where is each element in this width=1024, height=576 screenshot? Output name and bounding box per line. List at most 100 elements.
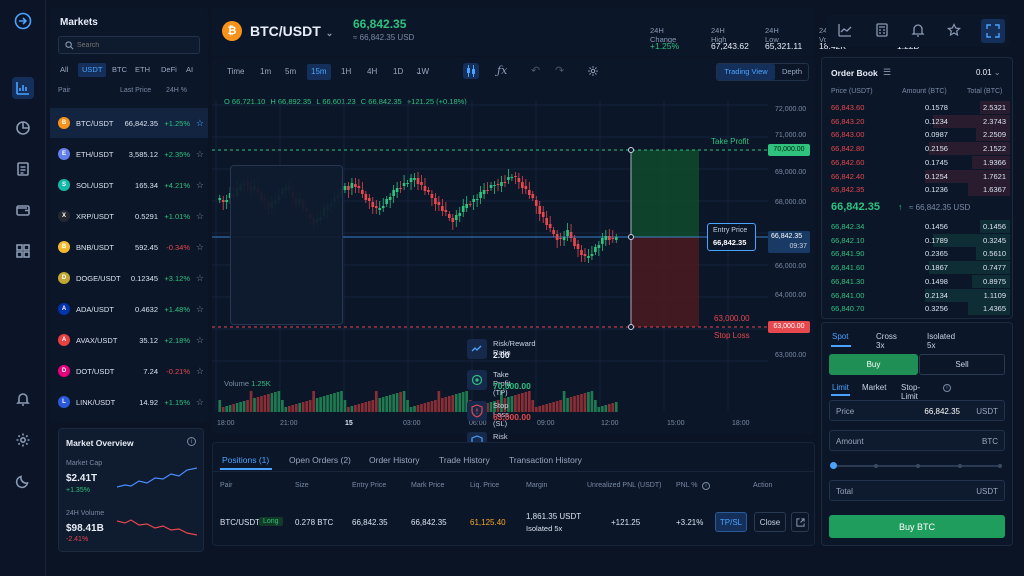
order-type-market[interactable]: Market <box>862 383 887 392</box>
star-icon[interactable]: ☆ <box>195 365 204 376</box>
bell-icon[interactable] <box>12 388 34 410</box>
calculator-icon[interactable] <box>875 23 889 37</box>
fullscreen-icon[interactable] <box>981 19 1005 43</box>
search-input[interactable] <box>77 39 195 51</box>
slider-handle[interactable] <box>830 462 837 469</box>
position-tool-handle[interactable] <box>628 324 634 330</box>
tab-depth[interactable]: Depth <box>781 67 802 76</box>
undo-icon[interactable]: ↶ <box>531 65 541 77</box>
close-position-button[interactable]: Close <box>754 512 786 532</box>
gear-icon[interactable] <box>12 429 34 451</box>
filter-usdt[interactable]: USDT <box>78 63 107 77</box>
amount-input[interactable]: Amount BTC <box>829 430 1005 451</box>
moon-icon[interactable] <box>12 470 34 492</box>
timeframe-1h[interactable]: 1H <box>341 67 352 76</box>
ask-row[interactable]: 66,843.00 0.0987 2.2509 <box>826 128 1010 142</box>
market-row[interactable]: D DOGE/USDT 0.12345 +3.12% ☆ <box>50 263 208 293</box>
star-icon[interactable]: ☆ <box>195 179 204 190</box>
wallet-icon[interactable] <box>12 199 34 221</box>
market-row[interactable]: A ADA/USDT 0.4632 +1.48% ☆ <box>50 294 208 324</box>
redo-icon[interactable]: ↷ <box>555 65 565 77</box>
search-box[interactable] <box>58 36 200 54</box>
star-icon[interactable]: ☆ <box>195 303 204 314</box>
market-row[interactable]: L LINK/USDT 14.92 +1.15% ☆ <box>50 387 208 417</box>
buy-btc-button[interactable]: Buy BTC <box>829 515 1005 538</box>
order-type-stop-limit[interactable]: Stop-Limit <box>901 383 921 401</box>
tab-open-orders[interactable]: Open Orders (2) <box>289 455 351 465</box>
bid-row[interactable]: 66,840.70 0.3256 1.4365 <box>826 302 1010 316</box>
market-row[interactable]: E ETH/USDT 3,585.12 +2.35% ☆ <box>50 139 208 169</box>
tab-trading-view[interactable]: Trading View <box>717 64 775 80</box>
amount-slider[interactable] <box>830 462 1002 469</box>
pnl-info-icon[interactable]: i <box>702 482 710 490</box>
tab-positions[interactable]: Positions (1) <box>222 455 270 465</box>
ask-row[interactable]: 66,843.60 0.1578 2.5321 <box>826 101 1010 115</box>
indicators-icon[interactable]: ƒx <box>497 64 508 77</box>
sell-tab[interactable]: Sell <box>919 354 1005 375</box>
settings-icon[interactable] <box>587 65 599 77</box>
pair-selector[interactable]: BTC/USDT ⌄ <box>250 23 333 39</box>
total-input[interactable]: Total USDT <box>829 480 1005 501</box>
chart-line-icon[interactable] <box>838 23 852 37</box>
ask-row[interactable]: 66,842.35 0.1236 1.6367 <box>826 183 1010 197</box>
bid-row[interactable]: 66,841.90 0.2365 0.5610 <box>826 247 1010 261</box>
ask-row[interactable]: 66,842.60 0.1745 1.9366 <box>826 155 1010 170</box>
filter-ai[interactable]: AI <box>186 65 194 74</box>
timeframe-time[interactable]: Time <box>227 67 245 76</box>
filter-btc[interactable]: BTC <box>112 65 127 74</box>
star-icon[interactable]: ☆ <box>195 117 204 128</box>
buy-tab[interactable]: Buy <box>829 354 918 375</box>
timeframe-1m[interactable]: 1m <box>260 67 272 76</box>
tab-order-history[interactable]: Order History <box>369 455 420 465</box>
timeframe-5m[interactable]: 5m <box>285 67 297 76</box>
mode-spot[interactable]: Spot <box>832 332 849 341</box>
list-view-icon[interactable]: ☰ <box>883 67 892 77</box>
timeframe-dropdown-icon[interactable]: ⌄ <box>415 66 422 76</box>
bid-row[interactable]: 66,842.34 0.1456 0.1456 <box>826 220 1010 234</box>
position-tool-handle[interactable] <box>628 147 634 153</box>
tab-transaction-history[interactable]: Transaction History <box>509 455 582 465</box>
bid-row[interactable]: 66,841.60 0.1867 0.7477 <box>826 261 1010 275</box>
market-row[interactable]: S SOL/USDT 165.34 +4.21% ☆ <box>50 170 208 200</box>
document-icon[interactable] <box>12 158 34 180</box>
star-icon[interactable]: ☆ <box>195 272 204 283</box>
entry-price-box[interactable]: Entry Price 66,842.35 <box>707 223 756 251</box>
ask-row[interactable]: 66,842.80 0.2156 2.1522 <box>826 142 1010 156</box>
position-tool-handle[interactable] <box>628 234 634 240</box>
timeframe-1d[interactable]: 1D <box>393 67 404 76</box>
filter-eth[interactable]: ETH <box>135 65 150 74</box>
mode-cross-3x[interactable]: Cross 3x <box>876 332 897 350</box>
market-row[interactable]: A AVAX/USDT 35.12 +2.18% ☆ <box>50 325 208 355</box>
precision-select[interactable]: 0.01 ⌄ <box>976 68 1001 77</box>
share-icon[interactable] <box>791 512 809 532</box>
star-icon[interactable]: ☆ <box>195 241 204 252</box>
timeframe-1w[interactable]: 1W <box>417 67 429 76</box>
alert-bell-icon[interactable] <box>911 23 925 37</box>
bid-row[interactable]: 66,842.10 0.1789 0.3245 <box>826 233 1010 248</box>
timeframe-4h[interactable]: 4H <box>367 67 378 76</box>
price-input[interactable]: Price 66,842.35 USDT <box>829 400 1005 421</box>
info-icon[interactable]: i <box>187 437 196 446</box>
market-row[interactable]: X XRP/USDT 0.5291 +1.01% ☆ <box>50 201 208 231</box>
tp-sl-button[interactable]: TP/SL <box>715 512 747 532</box>
order-type-limit[interactable]: Limit <box>832 383 849 392</box>
ask-row[interactable]: 66,843.20 0.1234 2.3743 <box>826 114 1010 129</box>
grid-icon[interactable] <box>12 240 34 262</box>
star-icon[interactable]: ☆ <box>195 334 204 345</box>
market-row[interactable]: B BTC/USDT 66,842.35 +1.25% ☆ <box>50 108 208 138</box>
bid-row[interactable]: 66,841.00 0.2134 1.1109 <box>826 288 1010 303</box>
pie-icon[interactable] <box>12 117 34 139</box>
logo-icon[interactable] <box>12 10 34 32</box>
market-row[interactable]: B BNB/USDT 592.45 -0.34% ☆ <box>50 232 208 262</box>
bid-row[interactable]: 66,841.30 0.1498 0.8975 <box>826 274 1010 289</box>
chart-icon[interactable] <box>12 77 34 99</box>
timeframe-15m[interactable]: 15m <box>307 64 331 80</box>
candle-type-icon[interactable] <box>463 63 479 79</box>
ask-row[interactable]: 66,842.40 0.1254 1.7621 <box>826 169 1010 184</box>
order-info-icon[interactable]: i <box>943 384 951 392</box>
mode-isolated-5x[interactable]: Isolated 5x <box>927 332 956 350</box>
star-icon[interactable] <box>947 23 961 37</box>
star-icon[interactable]: ☆ <box>195 148 204 159</box>
star-icon[interactable]: ☆ <box>195 210 204 221</box>
tab-trade-history[interactable]: Trade History <box>439 455 490 465</box>
